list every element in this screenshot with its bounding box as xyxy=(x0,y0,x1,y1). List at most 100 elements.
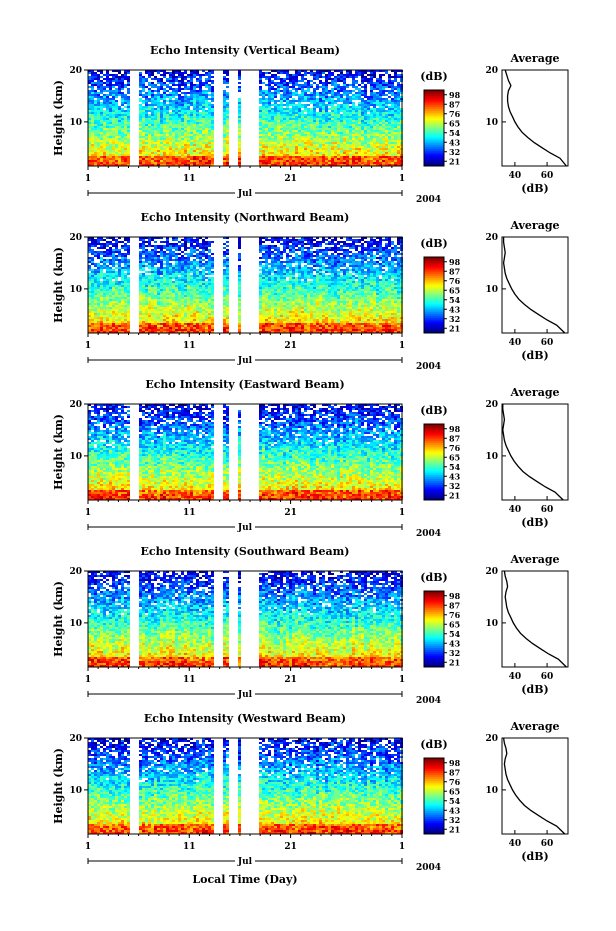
heatmap-cell xyxy=(139,140,142,142)
heatmap-cell xyxy=(337,154,340,156)
heatmap-cell xyxy=(112,263,115,265)
heatmap-cell xyxy=(343,116,346,118)
heatmap-cell xyxy=(124,303,127,305)
heatmap-cell xyxy=(121,295,124,297)
heatmap-cell xyxy=(106,102,109,104)
heatmap-cell xyxy=(277,142,280,144)
heatmap-cell xyxy=(346,72,349,74)
heatmap-cell xyxy=(379,70,382,72)
heatmap-cell xyxy=(382,136,385,138)
heatmap-cell xyxy=(274,70,277,72)
heatmap-cell xyxy=(121,289,124,291)
heatmap-cell xyxy=(319,116,322,118)
heatmap-cell xyxy=(346,90,349,92)
heatmap-cell xyxy=(109,247,112,249)
heatmap-cell xyxy=(397,86,400,88)
heatmap-cell xyxy=(310,74,313,76)
heatmap-cell xyxy=(370,88,373,90)
heatmap-cell xyxy=(127,329,130,331)
colorbar-segment xyxy=(424,135,444,138)
heatmap-cell xyxy=(358,116,361,118)
heatmap-cell xyxy=(178,110,181,112)
heatmap-cell xyxy=(367,100,370,102)
heatmap-cell xyxy=(196,146,199,148)
heatmap-cell xyxy=(379,122,382,124)
heatmap-cell xyxy=(115,144,118,146)
heatmap-cell xyxy=(370,160,373,162)
heatmap-cell xyxy=(157,106,160,108)
heatmap-cell xyxy=(148,255,151,257)
heatmap-cell xyxy=(271,156,274,158)
heatmap-cell xyxy=(121,140,124,142)
heatmap-cell xyxy=(349,154,352,156)
heatmap-cell xyxy=(157,267,160,269)
heatmap-cell xyxy=(382,130,385,132)
heatmap-cell xyxy=(298,126,301,128)
heatmap-cell xyxy=(139,299,142,301)
heatmap-cell xyxy=(142,136,145,138)
heatmap-cell xyxy=(196,120,199,122)
heatmap-cell xyxy=(262,124,265,126)
heatmap-cell xyxy=(394,72,397,74)
heatmap-cell xyxy=(112,237,115,239)
heatmap-cell xyxy=(289,110,292,112)
heatmap-cell xyxy=(169,116,172,118)
heatmap-cell xyxy=(163,150,166,152)
heatmap-cell xyxy=(325,128,328,130)
heatmap-cell xyxy=(196,110,199,112)
heatmap-cell xyxy=(262,116,265,118)
heatmap-cell xyxy=(265,78,268,80)
heatmap-cell xyxy=(343,152,346,154)
heatmap-cell xyxy=(388,118,391,120)
heatmap-cell xyxy=(322,104,325,106)
heatmap-cell xyxy=(154,269,157,271)
heatmap-cell xyxy=(151,104,154,106)
heatmap-cell xyxy=(157,315,160,317)
heatmap-cell xyxy=(340,108,343,110)
colorbar-segment xyxy=(424,93,444,97)
heatmap-cell xyxy=(319,146,322,148)
heatmap-cell xyxy=(124,96,127,98)
heatmap-cell xyxy=(106,82,109,84)
heatmap-cell xyxy=(346,162,349,164)
heatmap-cell xyxy=(295,78,298,80)
heatmap-cell xyxy=(112,239,115,241)
heatmap-cell xyxy=(379,120,382,122)
heatmap-cell xyxy=(142,331,145,333)
heatmap-cell xyxy=(199,148,202,150)
heatmap-cell xyxy=(100,72,103,74)
heatmap-cell xyxy=(145,124,148,126)
heatmap-cell xyxy=(223,138,226,140)
heatmap-cell xyxy=(277,152,280,154)
heatmap-cell xyxy=(211,158,214,160)
heatmap-cell xyxy=(94,315,97,317)
heatmap-cell xyxy=(343,160,346,162)
heatmap-cell xyxy=(238,76,241,78)
heatmap-cell xyxy=(184,144,187,146)
heatmap-cell xyxy=(304,162,307,164)
heatmap-cell xyxy=(286,138,289,140)
heatmap-cell xyxy=(391,150,394,152)
heatmap-cell xyxy=(205,124,208,126)
heatmap-cell xyxy=(127,96,130,98)
heatmap-cell xyxy=(139,297,142,299)
heatmap-cell xyxy=(346,102,349,104)
heatmap-cell xyxy=(262,148,265,150)
heatmap-cell xyxy=(91,313,94,315)
heatmap-cell xyxy=(391,100,394,102)
heatmap-cell xyxy=(145,277,148,279)
heatmap-cell xyxy=(337,118,340,120)
heatmap-cell xyxy=(361,76,364,78)
heatmap-cell xyxy=(397,108,400,110)
heatmap-cell xyxy=(139,275,142,277)
heatmap-cell xyxy=(379,158,382,160)
heatmap-cell xyxy=(268,86,271,88)
heatmap-cell xyxy=(262,134,265,136)
heatmap-cell xyxy=(112,128,115,130)
heatmap-cell xyxy=(262,92,265,94)
heatmap-cell xyxy=(100,124,103,126)
heatmap-cell xyxy=(109,130,112,132)
heatmap-cell xyxy=(331,102,334,104)
heatmap-cell xyxy=(382,160,385,162)
heatmap-cell xyxy=(238,144,241,146)
